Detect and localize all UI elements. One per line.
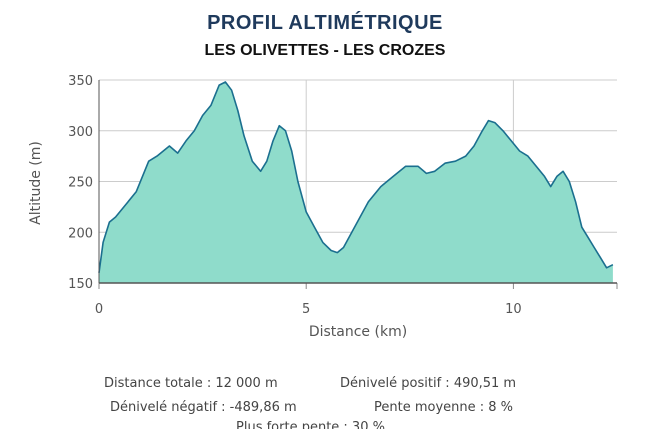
- elevation-line: [98, 81, 614, 274]
- stat-positive-elevation: Dénivelé positif : 490,51 m: [340, 376, 517, 391]
- x-tick-label: 10: [505, 302, 522, 317]
- y-tick-label: 300: [68, 125, 93, 140]
- stat-max-slope: Plus forte pente : 30 %: [236, 420, 385, 429]
- y-axis-label: Altitude (m): [28, 141, 44, 225]
- x-tick-label: 5: [302, 302, 310, 317]
- x-tick-label: 0: [95, 302, 103, 317]
- chart-subtitle: LES OLIVETTES - LES CROZES: [204, 42, 446, 59]
- y-tick-label: 200: [68, 226, 93, 241]
- stat-average-slope: Pente moyenne : 8 %: [374, 400, 514, 415]
- stat-negative-elevation: Dénivelé négatif : -489,86 m: [110, 400, 297, 415]
- elevation-area: [99, 82, 613, 283]
- y-tick-label: 150: [68, 277, 93, 292]
- y-tick-label: 350: [68, 74, 93, 89]
- chart-axes: 150 200 250 300 350 0 5 10: [68, 74, 618, 317]
- chart-title: PROFIL ALTIMÉTRIQUE: [207, 12, 443, 34]
- elevation-chart: 150 200 250 300 350 0 5 10 Distance (km) Altitu…: [28, 74, 618, 340]
- stat-distance: Distance totale : 12 000 m: [104, 376, 278, 391]
- y-tick-label: 250: [68, 176, 93, 191]
- x-axis-label: Distance (km): [309, 324, 407, 340]
